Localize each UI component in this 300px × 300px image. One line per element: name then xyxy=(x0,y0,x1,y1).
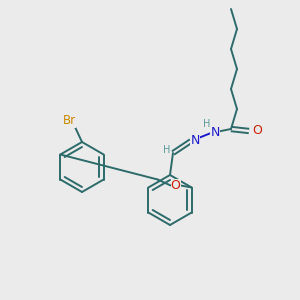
Text: N: N xyxy=(190,134,200,146)
Text: H: H xyxy=(163,145,171,155)
Text: O: O xyxy=(171,179,181,192)
Text: H: H xyxy=(203,119,211,129)
Text: Br: Br xyxy=(62,115,76,128)
Text: O: O xyxy=(252,124,262,137)
Text: N: N xyxy=(210,125,220,139)
